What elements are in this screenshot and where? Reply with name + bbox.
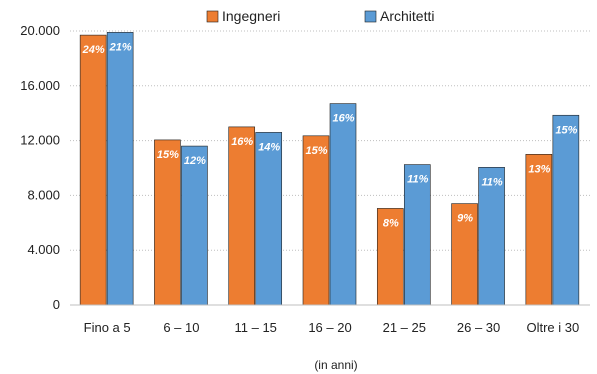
bar-ingegneri [154,139,181,306]
bar-architetti [106,32,134,306]
y-tick-label: 16.000 [20,78,60,93]
bars: 24% 21% 15% 12% 16% 14% 15% 16% 8% 11% 9% 11% 13% 15% [79,32,580,306]
y-tick-label: 0 [53,297,60,312]
data-label: 15% [157,149,179,161]
data-label: 8% [383,217,399,229]
y-axis: 0 4.000 8.000 12.000 16.000 20.000 [20,23,60,312]
x-tick-label: 11 – 15 [235,320,277,335]
bar-ingegneri [302,135,330,306]
data-label: 24% [82,44,105,56]
bar-ingegneri [525,154,553,306]
bar-architetti [552,114,580,306]
legend-swatch-architetti [364,10,377,23]
bar-ingegneri [451,203,478,306]
data-label: 14% [258,141,280,153]
data-label: 21% [109,41,132,53]
legend: Ingegneri Architetti [206,8,434,24]
data-label: 9% [457,213,473,225]
data-label: 11% [407,174,428,186]
data-label: 11% [481,176,502,188]
x-axis-title: (in anni) [314,358,357,372]
x-tick-label: 6 – 10 [163,320,199,335]
bar-architetti [181,145,208,306]
y-tick-label: 8.000 [27,187,60,202]
data-label: 16% [332,113,354,125]
legend-label-architetti: Architetti [380,8,434,24]
data-label: 15% [555,124,577,136]
x-tick-label: Oltre i 30 [526,320,579,335]
data-label: 13% [528,163,550,175]
x-axis: Fino a 5 6 – 10 11 – 15 16 – 20 21 – 25 26 – … [70,304,590,335]
data-label: 12% [184,155,206,167]
x-tick-label: 16 – 20 [308,320,351,335]
legend-label-ingegneri: Ingegneri [222,8,280,24]
y-tick-label: 20.000 [20,23,60,38]
bar-architetti [403,164,431,306]
bar-architetti [478,167,505,306]
data-label: 16% [231,136,253,148]
bar-ingegneri [79,34,107,306]
x-tick-label: 21 – 25 [383,320,426,335]
y-tick-label: 12.000 [20,133,60,148]
bar-ingegneri [228,126,256,306]
legend-swatch-ingegneri [206,10,219,23]
data-label: 15% [305,145,327,157]
bar-ingegneri [376,208,404,306]
x-tick-label: 26 – 30 [457,320,500,335]
x-tick-label: Fino a 5 [84,320,131,335]
bar-architetti [329,103,357,306]
y-tick-label: 4.000 [27,242,60,257]
bar-architetti [255,132,283,306]
